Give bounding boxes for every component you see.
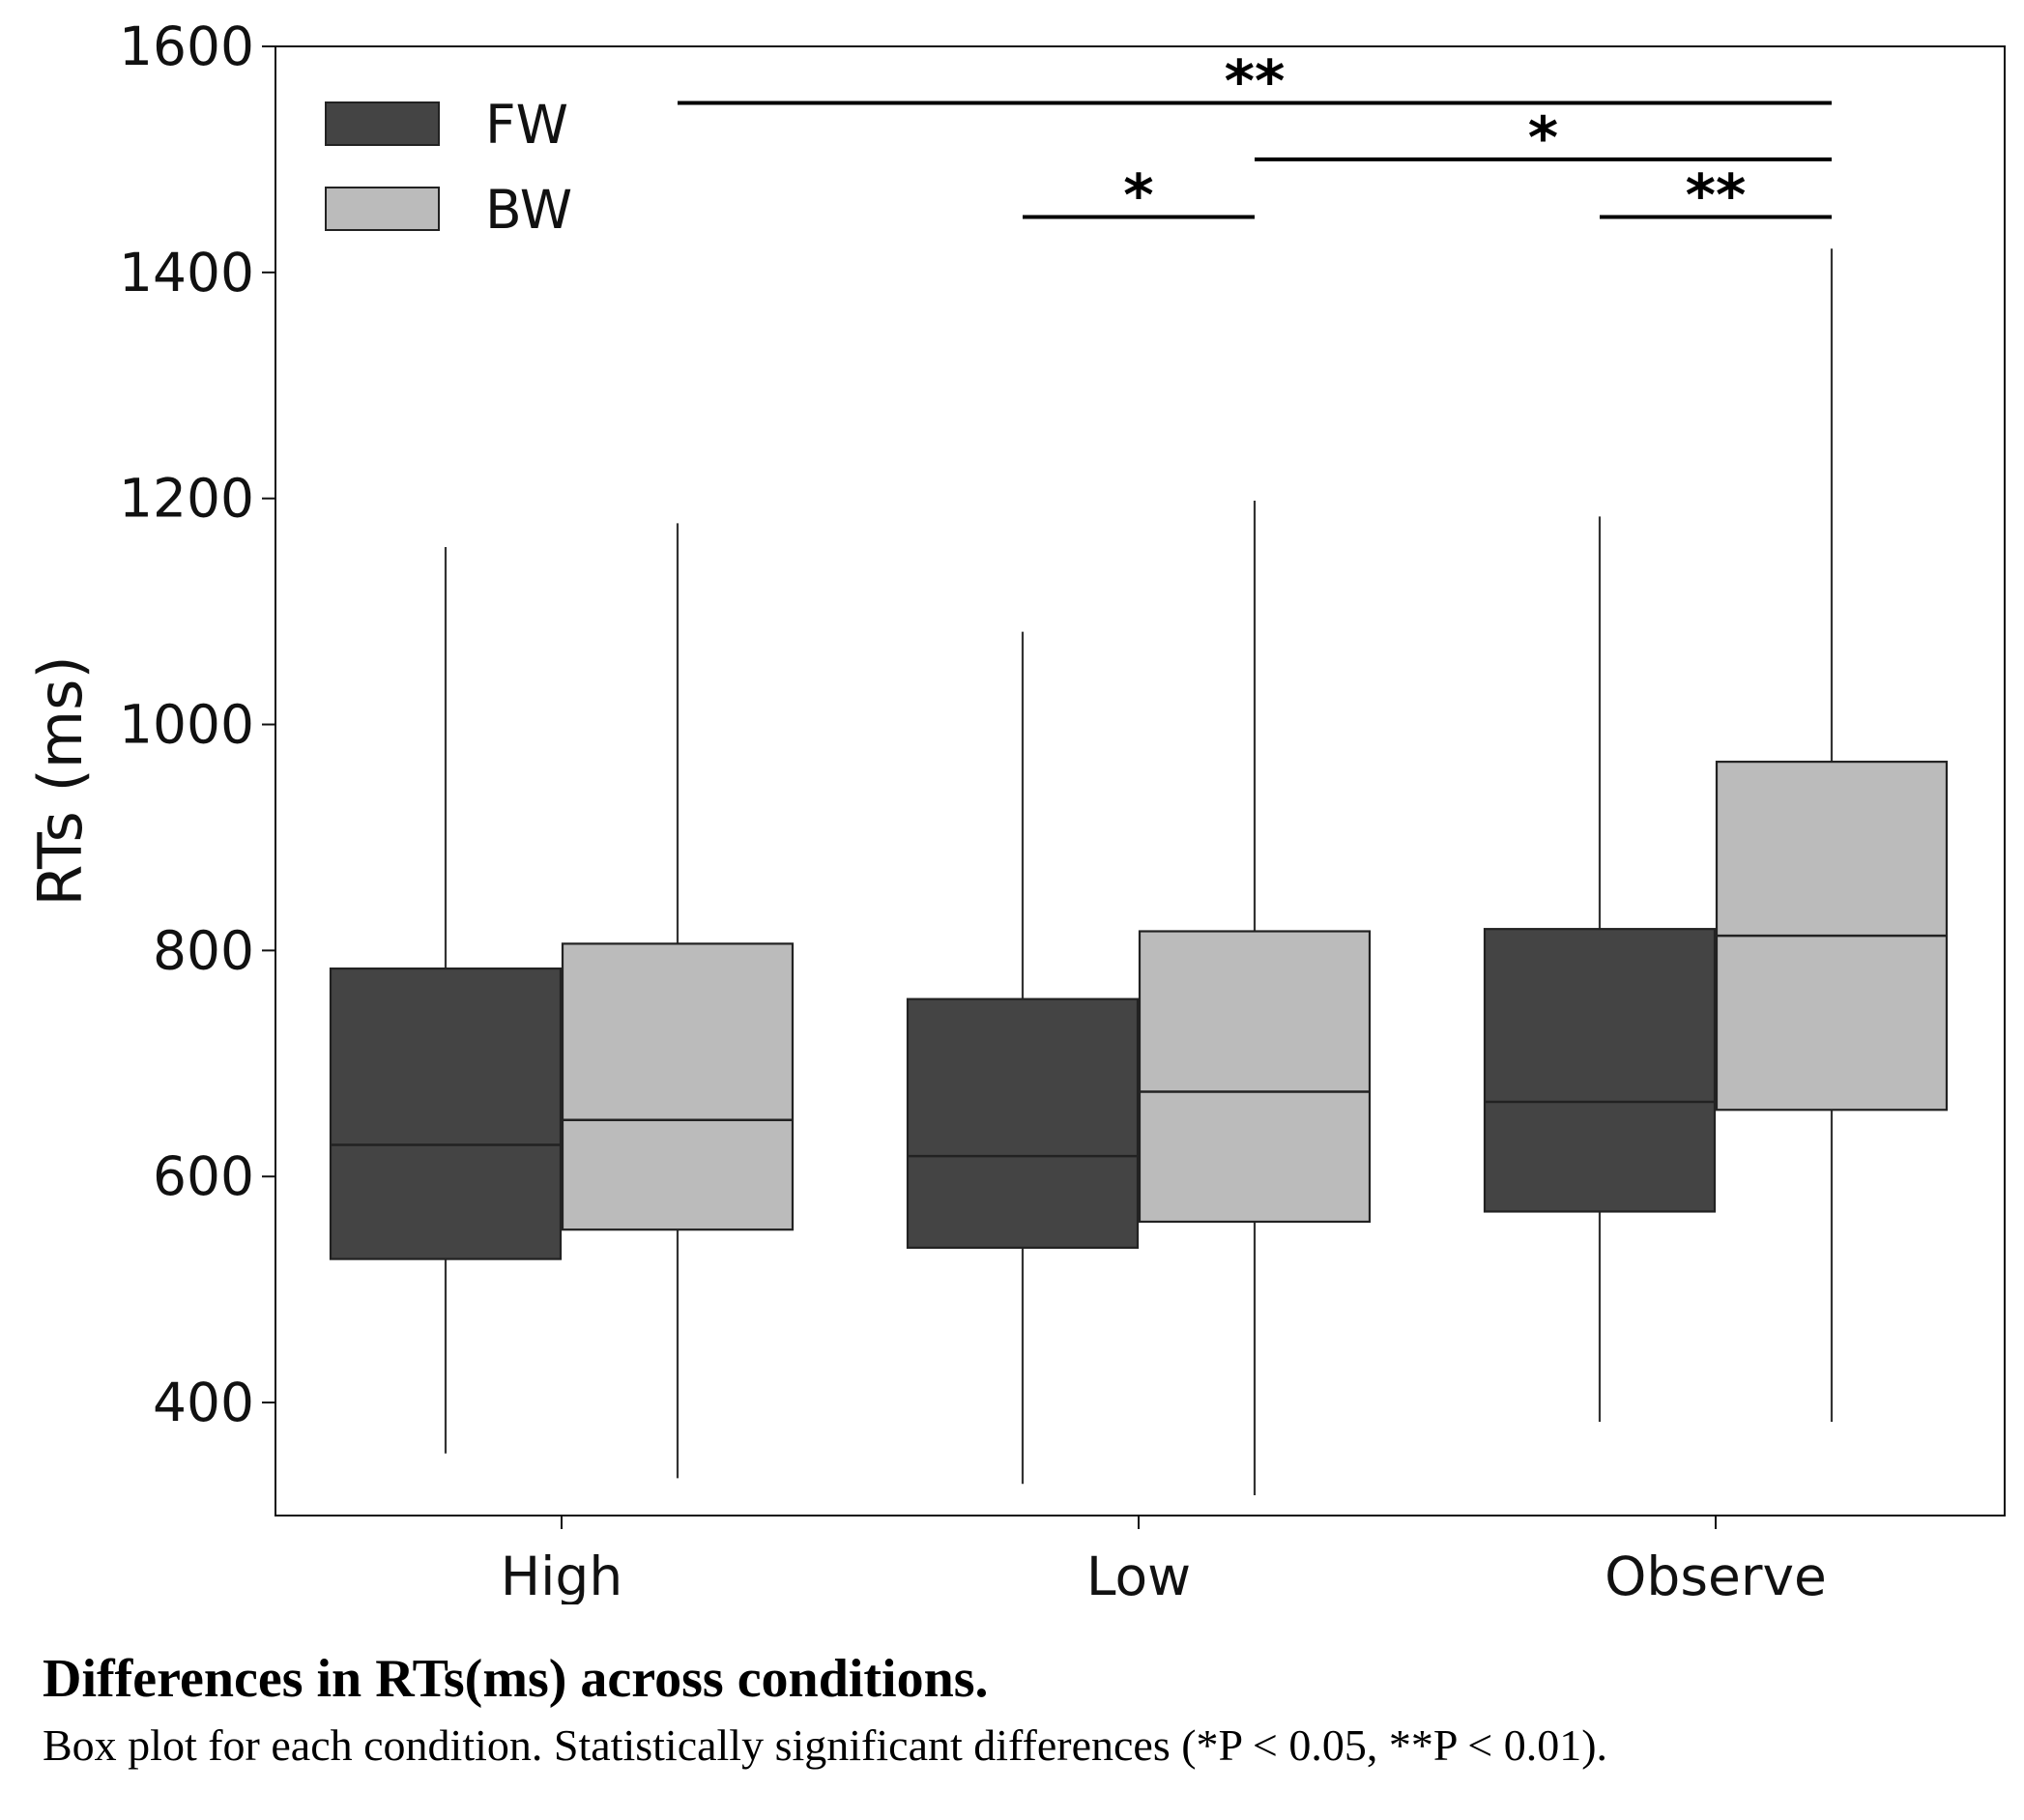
- legend: FW BW: [325, 94, 572, 241]
- x-tick-label: High: [501, 1546, 622, 1604]
- significance-bracket: **: [678, 47, 1832, 115]
- legend-item-FW: FW: [325, 94, 568, 156]
- figure-caption: Differences in RTs(ms) across conditions…: [43, 1648, 1985, 1771]
- box-BW-Observe: [1715, 248, 1949, 1422]
- caption-title: Differences in RTs(ms) across conditions…: [43, 1649, 989, 1709]
- significance-bracket: *: [1255, 104, 1832, 172]
- iqr-box: [329, 967, 563, 1260]
- significance-bracket: **: [1600, 162, 1832, 230]
- y-tick-label: 1000: [119, 694, 254, 756]
- plot-frame: [275, 45, 2006, 1517]
- box-FW-Observe: [1483, 516, 1717, 1422]
- y-tick-label: 600: [153, 1145, 254, 1207]
- significance-label: **: [1686, 162, 1747, 230]
- iqr-box: [906, 997, 1140, 1249]
- legend-label: BW: [485, 179, 572, 241]
- y-tick-label: 800: [153, 919, 254, 981]
- legend-swatch: [325, 101, 440, 146]
- y-tick-label: 400: [153, 1372, 254, 1433]
- y-tick-label: 1400: [119, 242, 254, 303]
- significance-bracket: *: [1023, 162, 1255, 230]
- caption-text: Box plot for each condition. Statistical…: [43, 1720, 1608, 1770]
- box-BW-High: [561, 523, 795, 1479]
- legend-swatch: [325, 187, 440, 231]
- x-tick-label: Observe: [1605, 1546, 1827, 1604]
- legend-item-BW: BW: [325, 179, 572, 241]
- iqr-box: [1138, 930, 1372, 1224]
- y-tick-label: 1600: [119, 15, 254, 77]
- plot-area: 400 600 800 1000 1200 1400 1600 High Low Observe: [119, 15, 2006, 1604]
- iqr-box: [1483, 928, 1717, 1213]
- box-FW-High: [329, 546, 563, 1454]
- x-tick-label: Low: [1086, 1546, 1191, 1604]
- y-axis-title: RTs (ms): [25, 655, 96, 906]
- significance-label: **: [1225, 47, 1286, 115]
- significance-annotations: **** **: [678, 47, 1832, 230]
- legend-label: FW: [485, 94, 568, 156]
- iqr-box: [561, 942, 795, 1231]
- y-tick-label: 1200: [119, 468, 254, 530]
- box-FW-Low: [906, 631, 1140, 1485]
- box-BW-Low: [1138, 501, 1372, 1495]
- boxes: [329, 248, 1949, 1495]
- significance-label: *: [1528, 104, 1558, 172]
- significance-label: *: [1123, 162, 1153, 230]
